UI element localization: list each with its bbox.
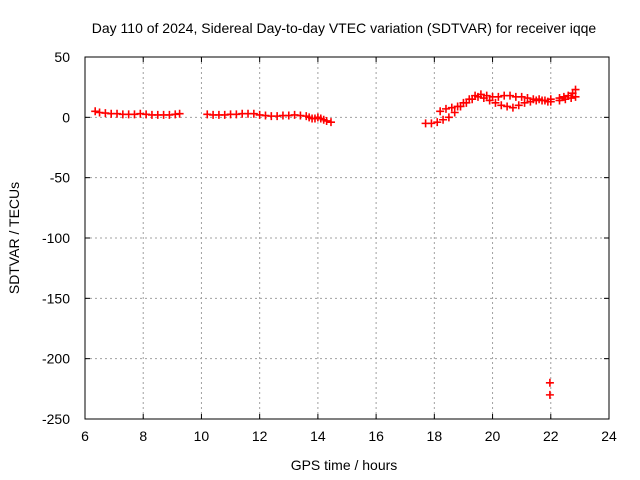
data-point bbox=[322, 116, 331, 125]
data-point bbox=[503, 102, 512, 111]
data-point bbox=[444, 113, 453, 122]
data-point bbox=[571, 92, 580, 101]
x-axis-title: GPS time / hours bbox=[291, 457, 398, 473]
x-tick-label: 8 bbox=[139, 428, 147, 444]
x-tick-label: 10 bbox=[194, 428, 210, 444]
data-point bbox=[326, 118, 335, 127]
data-point bbox=[555, 96, 564, 105]
data-point bbox=[508, 103, 517, 112]
data-point bbox=[450, 108, 459, 117]
data-point bbox=[436, 107, 445, 116]
series-segment-3-upper bbox=[436, 90, 555, 116]
y-tick-label: -200 bbox=[42, 351, 70, 367]
chart-title: Day 110 of 2024, Sidereal Day-to-day VTE… bbox=[92, 20, 597, 36]
data-point bbox=[545, 390, 554, 399]
data-point bbox=[567, 94, 576, 103]
x-tick-label: 6 bbox=[81, 428, 89, 444]
y-tick-label: -250 bbox=[42, 411, 70, 427]
y-axis-title: SDTVAR / TECUs bbox=[6, 182, 22, 294]
data-point bbox=[571, 85, 580, 94]
x-tick-label: 24 bbox=[601, 428, 617, 444]
data-point bbox=[520, 98, 529, 107]
data-point bbox=[497, 101, 506, 110]
y-tick-label: 0 bbox=[62, 109, 70, 125]
plot-frame bbox=[84, 56, 610, 420]
data-point bbox=[427, 119, 436, 128]
data-point bbox=[535, 95, 544, 104]
x-tick-label: 20 bbox=[485, 428, 501, 444]
data-point bbox=[514, 101, 523, 110]
series-segment-1 bbox=[91, 107, 184, 119]
y-tick-label: -100 bbox=[42, 230, 70, 246]
data-point bbox=[439, 115, 448, 124]
x-tick-label: 16 bbox=[368, 428, 384, 444]
series-outliers bbox=[545, 378, 554, 399]
data-point bbox=[545, 378, 554, 387]
y-tick-label: -150 bbox=[42, 290, 70, 306]
data-point bbox=[482, 91, 491, 100]
data-point bbox=[476, 90, 485, 99]
data-points bbox=[91, 85, 580, 399]
data-point bbox=[453, 102, 462, 111]
y-tick-label: -50 bbox=[50, 170, 70, 186]
x-tick-label: 12 bbox=[252, 428, 268, 444]
data-point bbox=[447, 103, 456, 112]
x-tick-label: 22 bbox=[543, 428, 559, 444]
data-point bbox=[459, 98, 468, 107]
data-point bbox=[561, 95, 570, 104]
y-tick-label: 50 bbox=[54, 49, 70, 65]
data-point bbox=[494, 92, 503, 101]
data-point bbox=[175, 109, 184, 118]
data-point bbox=[441, 104, 450, 113]
data-point bbox=[91, 107, 100, 116]
data-point bbox=[517, 92, 526, 101]
axis-ticks: 6 8 10 12 14 16 18 20 22 24 -250 -200 -150 -100 -50 0 50 bbox=[42, 49, 617, 444]
x-tick-label: 14 bbox=[310, 428, 326, 444]
x-tick-label: 18 bbox=[427, 428, 443, 444]
data-point bbox=[540, 96, 549, 105]
data-point bbox=[249, 109, 258, 118]
data-point bbox=[491, 98, 500, 107]
data-point bbox=[523, 94, 532, 103]
data-point bbox=[465, 95, 474, 104]
series-segment-4 bbox=[555, 85, 580, 105]
series-segment-3-lower bbox=[421, 92, 555, 128]
data-point bbox=[471, 91, 480, 100]
series-segment-2 bbox=[203, 109, 335, 127]
data-point bbox=[546, 95, 555, 104]
data-point bbox=[433, 118, 442, 127]
data-point bbox=[506, 91, 515, 100]
